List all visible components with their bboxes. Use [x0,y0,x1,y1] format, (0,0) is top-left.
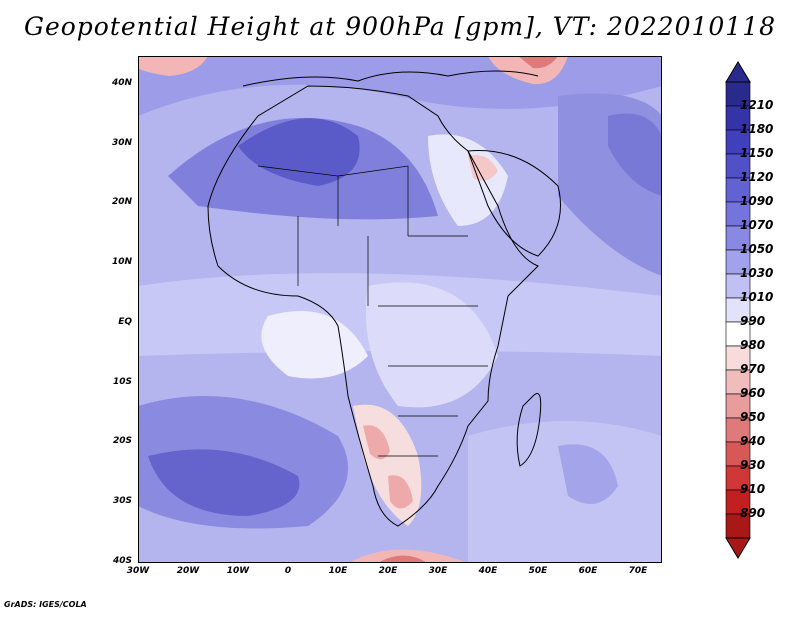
colorbar-label: 1030 [740,266,774,280]
lat-tick-label: 10S [112,376,132,387]
lon-tick-label: 60E [578,566,598,576]
colorbar-swatch [725,297,751,323]
colorbar-swatch [725,201,751,227]
colorbar-label: 1120 [740,170,774,184]
contour-central-africa [366,282,498,408]
colorbar-top-arrow [725,61,751,83]
colorbar-label: 910 [740,482,766,496]
lat-tick-label: 30S [112,495,132,506]
lon-tick-label: 40E [478,566,498,576]
lon-tick-label: 10E [328,566,348,576]
colorbar-label: 890 [740,506,766,520]
colorbar-swatch [725,273,751,299]
colorbar-label: 990 [740,314,766,328]
contour-arabia-low [428,134,508,226]
lon-tick-label: 30E [428,566,448,576]
colorbar-label: 1070 [740,218,774,232]
contour-atlantic-low [261,311,368,379]
africa-coastline [207,85,539,527]
colorbar-label: 970 [740,362,766,376]
madagascar-coastline [516,393,542,467]
contour-ne-min [518,56,558,69]
contour-kalahari-min [363,425,390,460]
colorbar-label: 1180 [740,122,774,136]
lat-tick-label: EQ [118,316,132,327]
colorbar-swatch [725,105,751,131]
map-border [138,56,662,563]
lat-tick-label: 20N [111,197,132,208]
lon-tick-label: 0 [284,566,292,576]
lat-tick-label: 40N [111,78,132,88]
colorbar-label: 980 [740,338,766,352]
colorbar-swatch [725,513,751,539]
contour-sahara-core [238,118,360,186]
colorbar-swatch [725,345,751,371]
colorbar-label: 1010 [740,290,774,304]
europe-coastline [242,70,539,87]
lon-tick-label: 10W [226,566,250,576]
contour-south-atlantic-core [148,449,300,516]
lon-tick-label: 30W [126,566,150,576]
contour-nw-low [138,56,208,76]
colorbar-label: 950 [740,410,766,424]
lat-tick-label: 30N [111,137,132,148]
lat-tick-label: 40S [112,555,132,566]
lon-tick-label: 20E [378,566,398,576]
colorbar-swatch [725,129,751,155]
colorbar-swatch [725,225,751,251]
colorbar-swatch [725,369,751,395]
contour-highveld-min [388,475,413,509]
lon-tick-label: 50E [528,566,548,576]
contour-south-min [378,555,428,563]
colorbar-label: 1090 [740,194,774,208]
colorbar-swatch [725,153,751,179]
lon-tick-label: 20W [176,566,200,576]
colorbar-label: 940 [740,434,766,448]
country-borders [257,165,488,457]
colorbar [725,61,751,559]
colorbar-label: 1210 [740,98,774,112]
colorbar-swatch [725,417,751,443]
colorbar-swatch [725,249,751,275]
contour-map [138,56,662,563]
colorbar-swatch [725,441,751,467]
map-plot-area [138,56,662,563]
contour-madagascar-high [558,444,618,504]
colorbar-swatch [725,393,751,419]
grads-credit: GrADS: IGES/COLA [4,600,87,609]
arabia-coastline [467,149,561,257]
lon-tick-label: 70E [628,566,648,576]
contour-arabia-min [468,155,498,181]
colorbar-bottom-arrow [725,537,751,559]
colorbar-swatch [725,177,751,203]
colorbar-label: 1150 [740,146,774,160]
lat-tick-label: 20S [112,436,132,447]
contour-indian-ocean [468,421,662,563]
colorbar-label: 960 [740,386,766,400]
lat-tick-label: 10N [111,257,132,268]
contour-asia-core [608,113,662,196]
colorbar-label: 930 [740,458,766,472]
map-title: Geopotential Height at 900hPa [gpm], VT:… [23,12,777,41]
colorbar-label: 1050 [740,242,774,256]
colorbar-swatch [725,465,751,491]
colorbar-swatch [725,321,751,347]
